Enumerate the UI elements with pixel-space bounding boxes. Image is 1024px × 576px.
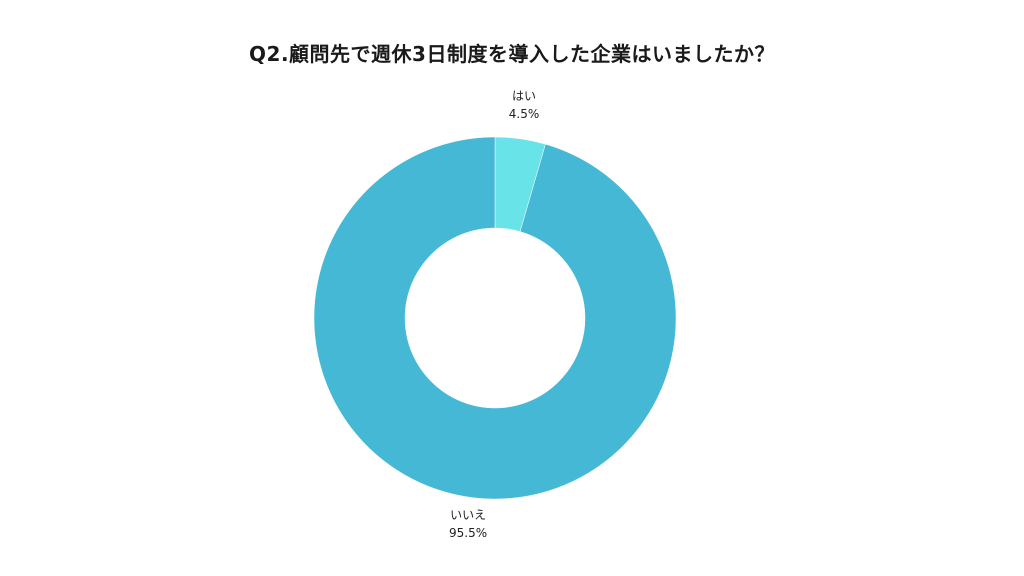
slice-value-yes: 4.5% — [509, 107, 540, 121]
slice-label-no: いいえ — [450, 508, 486, 522]
slice-label-yes: はい — [512, 89, 536, 103]
slice-value-no: 95.5% — [449, 526, 487, 540]
chart-title: Q2.顧問先で週休3日制度を導入した企業はいましたか？ — [249, 42, 775, 66]
donut-slice-no — [313, 136, 677, 500]
